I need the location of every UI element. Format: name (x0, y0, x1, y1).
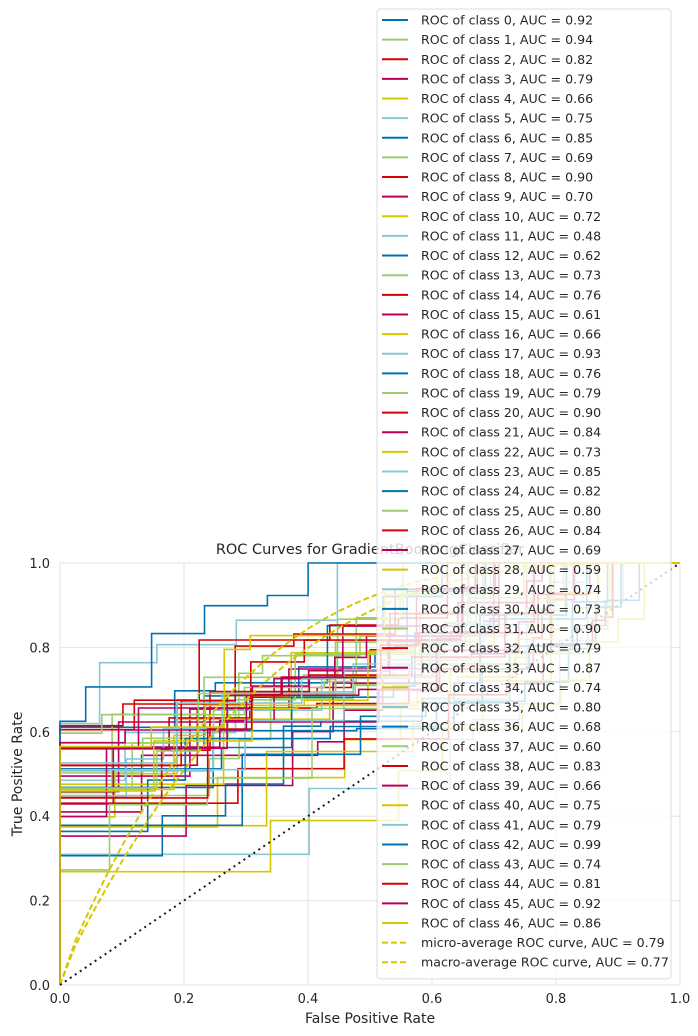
legend-entry: ROC of class 14, AUC = 0.76 (421, 287, 601, 302)
legend-entry: ROC of class 0, AUC = 0.92 (421, 13, 593, 28)
tick-labels: 0.0 0.2 0.4 0.6 0.8 1.0 0.0 0.2 0.4 0.6 0.8 1.0 (29, 557, 690, 1007)
legend-entry: ROC of class 3, AUC = 0.79 (421, 71, 593, 86)
legend-entry: ROC of class 30, AUC = 0.73 (421, 601, 601, 616)
legend-entry: ROC of class 17, AUC = 0.93 (421, 346, 601, 361)
y-tick-label: 0.2 (29, 895, 50, 910)
legend-entry: macro-average ROC curve, AUC = 0.77 (421, 955, 669, 970)
legend-entry: ROC of class 16, AUC = 0.66 (421, 327, 601, 342)
x-tick-label: 0.2 (174, 992, 195, 1007)
y-tick-label: 0.8 (29, 641, 50, 656)
legend-entry: ROC of class 18, AUC = 0.76 (421, 366, 601, 381)
legend-entry: ROC of class 2, AUC = 0.82 (421, 52, 593, 67)
legend-entry: ROC of class 5, AUC = 0.75 (421, 111, 593, 126)
legend-entry: ROC of class 44, AUC = 0.81 (421, 876, 601, 891)
legend-entry: ROC of class 20, AUC = 0.90 (421, 405, 601, 420)
x-tick-label: 1.0 (670, 992, 691, 1007)
legend: ROC of class 0, AUC = 0.92 ROC of class 1… (376, 8, 672, 980)
legend-entry: ROC of class 40, AUC = 0.75 (421, 798, 601, 813)
x-axis-label: False Positive Rate (305, 1011, 435, 1027)
legend-entry: ROC of class 35, AUC = 0.80 (421, 700, 601, 715)
x-tick-label: 0.6 (422, 992, 443, 1007)
y-tick-label: 0.4 (29, 810, 50, 825)
legend-entry: ROC of class 9, AUC = 0.70 (421, 189, 593, 204)
legend-entry: ROC of class 15, AUC = 0.61 (421, 307, 601, 322)
legend-entry: ROC of class 12, AUC = 0.62 (421, 248, 601, 263)
legend-entry: ROC of class 19, AUC = 0.79 (421, 385, 601, 400)
legend-entry: ROC of class 4, AUC = 0.66 (421, 91, 593, 106)
roc-curve-line (59, 562, 680, 985)
legend-entry: ROC of class 46, AUC = 0.86 (421, 915, 601, 930)
legend-entry: ROC of class 32, AUC = 0.79 (421, 641, 601, 656)
legend-entry: ROC of class 21, AUC = 0.84 (421, 425, 601, 440)
legend-entry: ROC of class 7, AUC = 0.69 (421, 150, 593, 165)
y-tick-label: 1.0 (29, 557, 50, 572)
legend-entry: ROC of class 22, AUC = 0.73 (421, 444, 601, 459)
roc-curve-line (59, 562, 680, 985)
legend-entry: micro-average ROC curve, AUC = 0.79 (421, 935, 665, 950)
legend-entry: ROC of class 29, AUC = 0.74 (421, 582, 601, 597)
legend-entry: ROC of class 24, AUC = 0.82 (421, 484, 601, 499)
legend-entry: ROC of class 11, AUC = 0.48 (421, 228, 601, 243)
legend-entry: ROC of class 36, AUC = 0.68 (421, 719, 601, 734)
legend-entry: ROC of class 28, AUC = 0.59 (421, 562, 601, 577)
legend-entry: ROC of class 26, AUC = 0.84 (421, 523, 601, 538)
roc-curve-line (59, 562, 680, 986)
legend-entry: ROC of class 31, AUC = 0.90 (421, 621, 601, 636)
legend-entry: ROC of class 42, AUC = 0.99 (421, 837, 601, 852)
legend-entry: ROC of class 34, AUC = 0.74 (421, 680, 601, 695)
legend-entry: ROC of class 43, AUC = 0.74 (421, 857, 601, 872)
x-tick-label: 0.4 (298, 992, 319, 1007)
legend-entry: ROC of class 1, AUC = 0.94 (421, 32, 593, 47)
legend-entry: ROC of class 38, AUC = 0.83 (421, 758, 601, 773)
y-axis-label: True Positive Rate (10, 712, 26, 838)
legend-entry: ROC of class 23, AUC = 0.85 (421, 464, 601, 479)
legend-box (376, 8, 672, 980)
legend-entry: ROC of class 45, AUC = 0.92 (421, 896, 601, 911)
y-tick-label: 0.6 (29, 726, 50, 741)
legend-entry: ROC of class 39, AUC = 0.66 (421, 778, 601, 793)
legend-entry: ROC of class 41, AUC = 0.79 (421, 817, 601, 832)
y-tick-label: 0.0 (29, 979, 50, 994)
legend-entry: ROC of class 13, AUC = 0.73 (421, 268, 601, 283)
legend-entry: ROC of class 25, AUC = 0.80 (421, 503, 601, 518)
x-tick-label: 0.0 (50, 992, 71, 1007)
x-tick-label: 0.8 (546, 992, 567, 1007)
legend-entry: ROC of class 10, AUC = 0.72 (421, 209, 601, 224)
legend-entry: ROC of class 6, AUC = 0.85 (421, 130, 593, 145)
legend-entry: ROC of class 33, AUC = 0.87 (421, 660, 601, 675)
legend-entry: ROC of class 8, AUC = 0.90 (421, 170, 593, 185)
legend-entry: ROC of class 27, AUC = 0.69 (421, 543, 601, 558)
legend-entry: ROC of class 37, AUC = 0.60 (421, 739, 601, 754)
